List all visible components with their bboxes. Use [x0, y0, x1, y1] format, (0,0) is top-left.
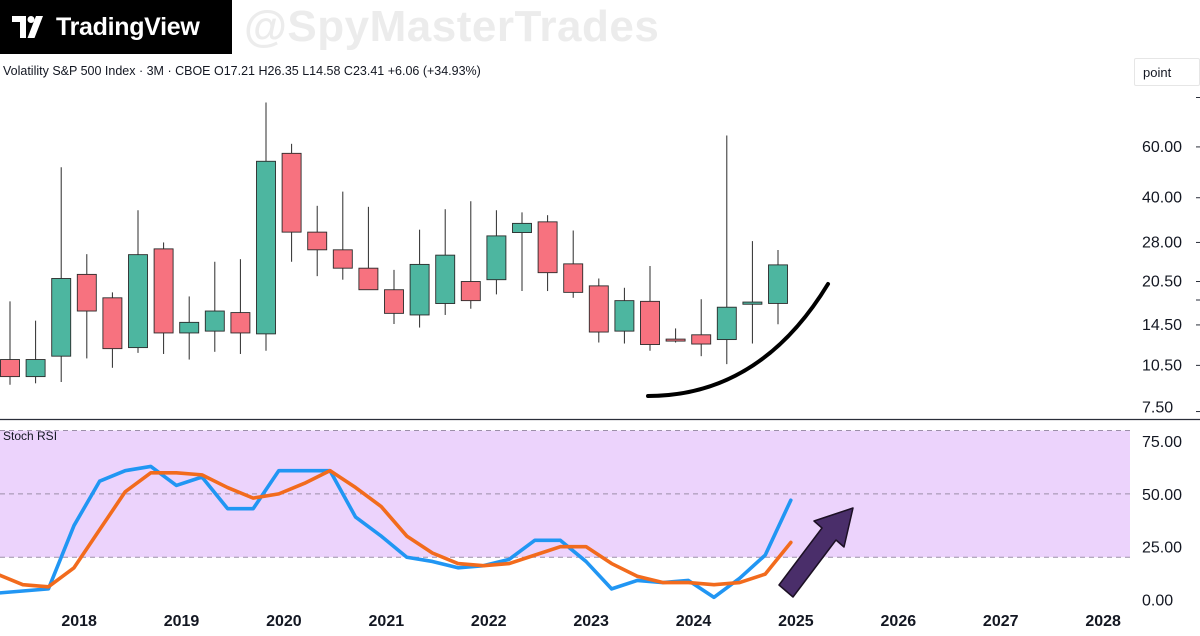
- candle-body[interactable]: [281, 152, 302, 233]
- arrow-annotation: [778, 507, 854, 598]
- candle-body[interactable]: [51, 278, 72, 357]
- candle-body[interactable]: [0, 359, 20, 378]
- candle-body[interactable]: [768, 264, 788, 304]
- candle-body[interactable]: [358, 267, 379, 291]
- candle-body[interactable]: [102, 297, 123, 350]
- candle-body[interactable]: [179, 321, 200, 334]
- candle-body[interactable]: [409, 263, 430, 316]
- price-axis-tick-label: 20.50: [1142, 274, 1182, 291]
- time-axis-year-label: 2023: [573, 613, 609, 630]
- time-axis-year-label: 2018: [61, 613, 97, 630]
- time-axis-year-label: 2021: [369, 613, 405, 630]
- candle-body[interactable]: [435, 254, 456, 304]
- candle-body[interactable]: [384, 289, 404, 314]
- price-axis-tick-label: 7.50: [1142, 400, 1173, 417]
- time-axis-year-label: 2022: [471, 613, 507, 630]
- tradingview-logo-icon: [12, 16, 43, 38]
- price-unit-label[interactable]: point: [1134, 58, 1200, 86]
- candle-body[interactable]: [332, 249, 353, 269]
- price-axis-tick-label: 10.50: [1142, 357, 1182, 374]
- price-axis-tick-label: 28.00: [1142, 234, 1182, 251]
- time-axis-year-label: 2024: [676, 613, 712, 630]
- candle-body[interactable]: [25, 359, 46, 378]
- candle-body[interactable]: [153, 248, 174, 334]
- price-axis-tick-label: 14.50: [1142, 317, 1182, 334]
- candle-body[interactable]: [512, 222, 532, 233]
- candle-body[interactable]: [204, 310, 225, 332]
- symbol-legend[interactable]: Volatility S&P 500 Index · 3M · CBOE O17…: [3, 64, 481, 78]
- oscillator-axis-tick-label: 25.00: [1142, 540, 1182, 557]
- price-axis-tick-label: 60.00: [1142, 139, 1182, 156]
- candle-body[interactable]: [230, 312, 251, 334]
- time-axis-year-label: 2026: [881, 613, 917, 630]
- candle-body[interactable]: [537, 221, 558, 274]
- candle-body[interactable]: [460, 281, 481, 302]
- time-axis-year-label: 2027: [983, 613, 1019, 630]
- price-axis-tick-label: 40.00: [1142, 190, 1182, 207]
- time-axis-year-label: 2025: [778, 613, 814, 630]
- oscillator-label: Stoch RSI: [3, 429, 58, 443]
- candle-body[interactable]: [640, 300, 660, 345]
- candle-body[interactable]: [742, 301, 763, 305]
- candle-body[interactable]: [716, 306, 737, 341]
- stoch-rsi-band: [0, 430, 1130, 558]
- oscillator-axis-tick-label: 75.00: [1142, 434, 1182, 451]
- time-axis-year-label: 2019: [164, 613, 200, 630]
- curve-annotation: [646, 282, 830, 398]
- candle-body[interactable]: [486, 235, 507, 281]
- oscillator-axis-tick-label: 50.00: [1142, 487, 1182, 504]
- candle-body[interactable]: [588, 285, 609, 333]
- time-axis-year-label: 2028: [1085, 613, 1121, 630]
- candle-body[interactable]: [691, 334, 712, 345]
- brand-name: TradingView: [56, 12, 200, 41]
- time-axis-year-label: 2020: [266, 613, 302, 630]
- tradingview-brand[interactable]: TradingView: [0, 0, 232, 54]
- candle-body[interactable]: [614, 300, 635, 332]
- candle-body[interactable]: [307, 231, 328, 251]
- candle-body[interactable]: [128, 254, 148, 349]
- oscillator-axis-tick-label: 0.00: [1142, 592, 1173, 609]
- candle-body[interactable]: [665, 338, 686, 342]
- candle-body[interactable]: [563, 263, 584, 293]
- candle-body[interactable]: [76, 273, 97, 312]
- watermark: @SpyMasterTrades: [244, 2, 660, 51]
- candle-body[interactable]: [256, 160, 276, 335]
- stoch-rsi-d-line[interactable]: [0, 468, 793, 589]
